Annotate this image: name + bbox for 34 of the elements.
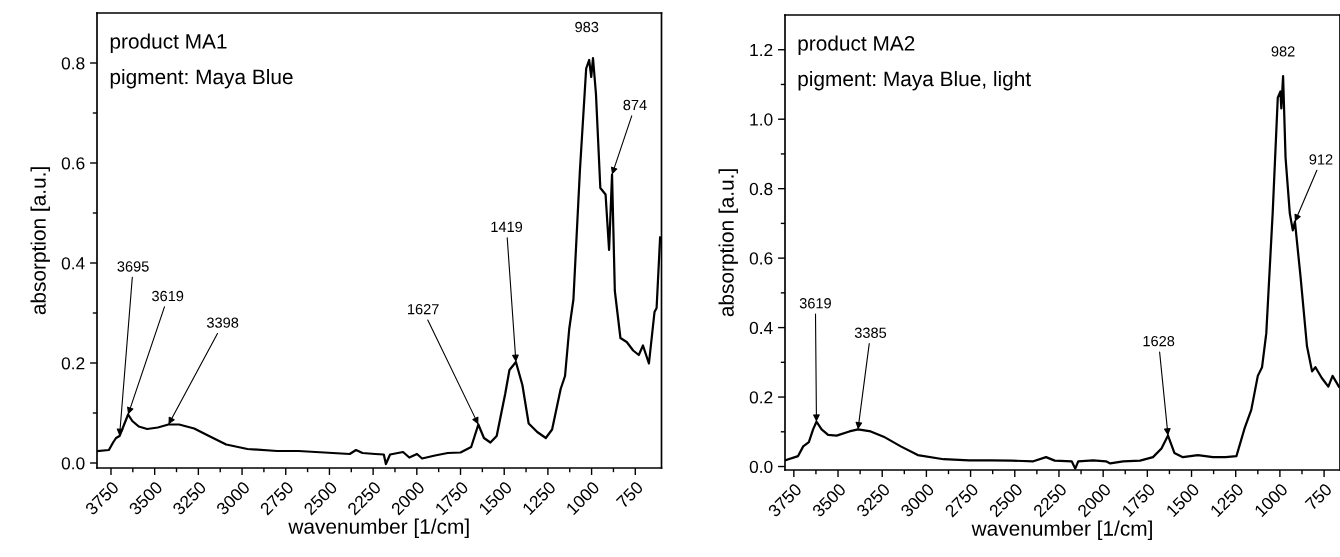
y-tick-label: 0.2 bbox=[749, 391, 773, 404]
annotation: pigment: Maya Blue, light bbox=[798, 70, 1031, 91]
x-tick-label: 750 bbox=[1304, 482, 1333, 511]
y-tick-label: 0.8 bbox=[61, 57, 85, 70]
y-tick-label: 0.6 bbox=[749, 252, 773, 265]
y-tick-label: 0.0 bbox=[749, 460, 773, 473]
annotation: 982 bbox=[1271, 46, 1295, 57]
y-tick-label: 0.2 bbox=[61, 357, 85, 370]
y-tick-label: 0.6 bbox=[61, 157, 85, 170]
y-tick-label: 0.4 bbox=[61, 257, 85, 270]
annotation: 874 bbox=[623, 99, 647, 111]
x-tick-label: 750 bbox=[615, 480, 644, 509]
annotation: product MA2 bbox=[798, 35, 915, 55]
annotation: 3619 bbox=[799, 298, 831, 309]
annotation: 3398 bbox=[206, 317, 239, 328]
annotation: 3619 bbox=[152, 290, 184, 302]
y-axis-title: absorption [a.u.] bbox=[30, 167, 50, 315]
y-tick-label: 1.0 bbox=[750, 113, 773, 126]
annotation: 983 bbox=[575, 21, 599, 33]
annotation: 912 bbox=[1309, 154, 1333, 165]
annotation: 3385 bbox=[854, 327, 887, 338]
annotation: 1627 bbox=[408, 304, 439, 315]
annotation: 1628 bbox=[1143, 335, 1175, 347]
annotation: pigment: Maya Blue bbox=[110, 68, 293, 89]
annotation: 1419 bbox=[491, 221, 523, 233]
annotation: 3695 bbox=[117, 261, 149, 272]
y-tick-label: 0.4 bbox=[749, 321, 773, 335]
x-axis-title: wavenumber [1/cm] bbox=[288, 518, 469, 538]
x-axis-title: wavenumber [1/cm] bbox=[971, 520, 1152, 540]
y-axis-title: absorption [a.u.] bbox=[718, 169, 738, 317]
y-tick-label: 0.8 bbox=[749, 182, 773, 196]
y-tick-label: 1.2 bbox=[750, 43, 773, 57]
annotation: product MA1 bbox=[110, 33, 227, 53]
y-tick-label: 0.0 bbox=[61, 457, 85, 470]
